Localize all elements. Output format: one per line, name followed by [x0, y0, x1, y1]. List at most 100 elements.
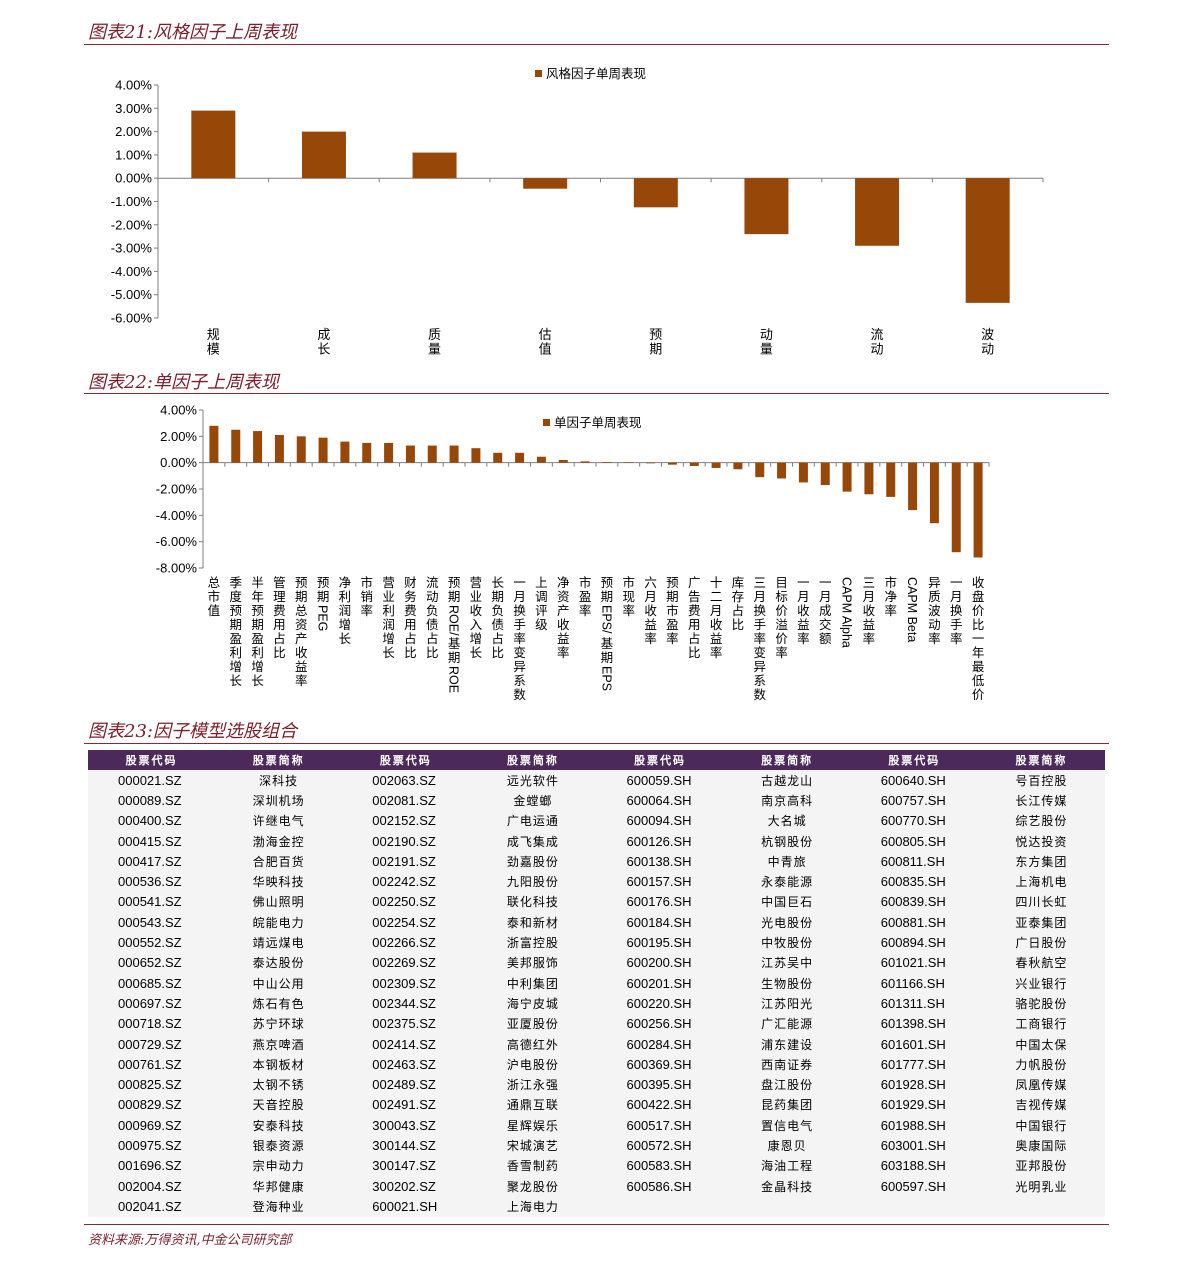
fig21-title-rule	[84, 44, 1109, 45]
stock-code-cell: 601398.SH	[880, 1016, 946, 1032]
stock-name-cell: 杭钢股份	[761, 834, 814, 849]
table-row: 000400.SZ 许继电气 002152.SZ 广电运通 600094.SH 大名城 60…	[88, 811, 1105, 831]
legend-label: 单因子单周表现	[554, 415, 642, 430]
table-row: 000761.SZ 本钢板材 002463.SZ 沪电股份 600369.SH 西南证券 6…	[88, 1054, 1105, 1074]
stock-code-cell: 601311.SH	[880, 995, 945, 1011]
x-category-glyph: 量	[428, 343, 441, 358]
bar	[633, 178, 678, 208]
stock-code-cell: 002191.SZ	[372, 853, 436, 869]
x-category-glyph: 市	[622, 575, 635, 590]
x-category-glyph: 率	[950, 631, 963, 646]
x-category-glyph: 月	[753, 589, 766, 604]
x-category-glyph: 率	[863, 631, 876, 646]
x-category-glyph: 业	[382, 589, 395, 604]
table-row: 002004.SZ 华邦健康 300202.SZ 聚龙股份 600586.SH 金晶科技 6…	[88, 1176, 1105, 1196]
stock-name-cell	[978, 1196, 1105, 1216]
stock-code-cell: 601166.SH	[880, 975, 945, 991]
stock-name-cell: 长江传媒	[1015, 793, 1068, 808]
stock-code-cell	[597, 1196, 724, 1216]
x-category-glyph: 估	[539, 328, 552, 343]
y-tick-label: -6.00%	[156, 534, 198, 549]
x-category-glyph: 预	[251, 603, 264, 618]
x-category-glyph: 期	[251, 617, 264, 632]
x-category-glyph: 动	[981, 343, 994, 358]
bar	[412, 152, 457, 179]
bar	[580, 461, 590, 463]
y-tick-label: 1.00%	[115, 147, 152, 162]
stock-name-cell: 奥康国际	[1015, 1138, 1068, 1153]
stock-name-cell: 四川长虹	[1015, 895, 1068, 910]
x-category-glyph: 期	[317, 589, 330, 604]
bar	[929, 462, 939, 524]
stock-code-cell: 000543.SZ	[118, 914, 182, 930]
x-category-glyph: 动	[426, 589, 439, 604]
x-category-glyph: 系	[753, 673, 766, 688]
x-category-glyph: 用	[404, 617, 417, 632]
table-header-row: 股票代码 股票简称 股票代码 股票简称 股票代码 股票简称 股票代码 股票简称	[88, 750, 1105, 770]
x-category-glyph: 动	[928, 617, 941, 632]
x-category-glyph: 占	[426, 631, 439, 646]
x-category-glyph: 总	[208, 575, 221, 590]
stock-code-cell: 000021.SZ	[118, 772, 182, 788]
stock-code-cell: 000825.SZ	[118, 1077, 182, 1093]
x-category-glyph: 度	[229, 589, 242, 604]
x-category-glyph: 率	[622, 603, 635, 618]
x-category-glyph: 异	[513, 659, 526, 674]
stock-name-cell: 聚龙股份	[506, 1179, 559, 1194]
stock-name-cell: 本钢板材	[252, 1057, 305, 1072]
stock-name-cell: 深科技	[259, 773, 299, 788]
stock-code-cell: 300144.SZ	[372, 1137, 436, 1153]
x-category-glyph: 二	[710, 589, 723, 604]
x-category-glyph: 资	[295, 617, 308, 632]
stock-code-cell: 002489.SZ	[372, 1077, 436, 1093]
stock-name-cell: 亚邦股份	[1015, 1159, 1068, 1174]
source-rule	[84, 1224, 1109, 1225]
bar	[886, 462, 896, 497]
x-category-label: 规模	[207, 328, 220, 358]
stock-name-cell: 东方集团	[1015, 854, 1068, 869]
x-category-glyph: 变	[513, 645, 526, 660]
bar	[318, 437, 328, 463]
x-category-glyph: 率	[666, 631, 679, 646]
stock-name-cell: 九阳股份	[506, 875, 559, 890]
x-category-glyph: 长	[229, 673, 242, 688]
stock-name-cell: 华邦健康	[252, 1179, 305, 1194]
x-category-glyph: ROE	[447, 666, 461, 693]
stock-name-cell: 宋城演艺	[506, 1138, 559, 1153]
x-category-label: 市现率	[622, 575, 635, 618]
stock-name-cell: 浙富控股	[506, 936, 559, 951]
stock-name-cell: 深圳机场	[252, 793, 305, 808]
table-row: 001696.SZ 宗申动力 300147.SZ 香雪制药 600583.SH 海油工程 6…	[88, 1156, 1105, 1176]
x-category-glyph: 债	[426, 617, 439, 632]
stock-code-cell: 600256.SH	[626, 1016, 692, 1032]
stock-name-cell: 燕京啤酒	[252, 1037, 305, 1052]
x-category-label: 动量	[760, 328, 773, 358]
stock-code-cell: 600422.SH	[626, 1097, 692, 1113]
y-tick-label: 2.00%	[160, 429, 197, 444]
x-category-glyph: 市	[579, 575, 592, 590]
x-category-glyph: 模	[207, 343, 220, 358]
x-category-glyph: 占	[273, 631, 286, 646]
x-category-glyph: 系	[513, 673, 526, 688]
stock-name-cell: 生物股份	[761, 976, 814, 991]
y-tick-label: 4.00%	[115, 78, 152, 93]
x-category-label: 估值	[539, 328, 552, 358]
x-category-glyph: 净	[884, 589, 897, 604]
x-category-glyph: 六	[644, 575, 657, 590]
stock-name-cell: 金晶科技	[761, 1179, 814, 1194]
x-category-glyph: 收	[295, 645, 308, 660]
stock-code-cell: 002309.SZ	[372, 975, 436, 991]
stock-selection-table: 股票代码 股票简称 股票代码 股票简称 股票代码 股票简称 股票代码 股票简称 000021.…	[88, 750, 1105, 1217]
x-category-glyph: 规	[207, 328, 220, 343]
x-category-glyph: 上	[535, 575, 548, 590]
stock-code-cell: 600157.SH	[626, 874, 692, 890]
x-category-glyph: 产	[557, 603, 570, 618]
x-category-glyph: 增	[339, 617, 352, 632]
x-category-glyph: 价	[972, 603, 985, 618]
stock-code-cell: 601777.SH	[880, 1056, 946, 1072]
